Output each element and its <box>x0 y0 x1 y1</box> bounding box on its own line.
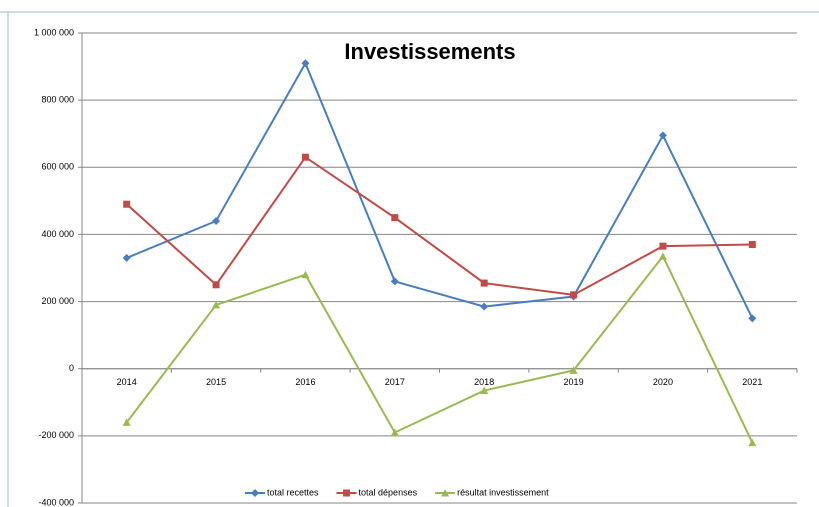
marker <box>658 252 667 260</box>
legend-label: total recettes <box>267 487 319 497</box>
marker <box>570 291 578 299</box>
y-tick-label: 200 000 <box>41 296 74 306</box>
marker <box>122 418 131 426</box>
marker <box>569 366 578 374</box>
marker <box>748 241 756 248</box>
marker <box>212 300 221 309</box>
series-line <box>125 254 754 444</box>
y-tick-label: 400 000 <box>41 229 74 239</box>
marker <box>658 131 667 140</box>
chart-title: Investissements <box>344 39 515 64</box>
x-tick-label: 2019 <box>564 377 584 387</box>
x-tick-label: 2018 <box>474 377 494 387</box>
marker <box>122 253 131 262</box>
y-tick-label: 800 000 <box>41 95 74 105</box>
marker <box>441 489 450 497</box>
x-tick-label: 2014 <box>117 377 137 387</box>
marker <box>301 270 310 279</box>
marker <box>480 302 489 311</box>
marker <box>123 200 131 208</box>
x-tick-label: 2021 <box>742 377 762 387</box>
marker <box>390 277 399 286</box>
x-tick-label: 2016 <box>295 377 315 387</box>
y-tick-label: 1 000 000 <box>34 27 74 37</box>
y-tick-label: -200 000 <box>38 430 74 440</box>
marker <box>343 489 351 497</box>
x-tick-label: 2017 <box>385 377 405 387</box>
x-tick-label: 2020 <box>653 377 673 387</box>
series-line <box>126 155 753 296</box>
y-tick-label: 600 000 <box>41 162 74 172</box>
marker <box>748 314 757 323</box>
marker <box>659 242 667 250</box>
marker <box>301 153 309 161</box>
marker <box>390 428 399 436</box>
marker <box>480 279 488 287</box>
legend-label: total dépenses <box>359 487 418 497</box>
marker <box>212 217 221 225</box>
marker <box>251 489 259 497</box>
marker <box>212 281 220 289</box>
y-tick-label: 0 <box>69 363 74 373</box>
marker <box>480 386 489 395</box>
marker <box>301 59 310 68</box>
legend-label: résultat investissement <box>457 487 549 497</box>
marker <box>391 214 399 222</box>
marker <box>748 438 757 447</box>
x-tick-label: 2015 <box>206 377 226 387</box>
y-tick-label: -400 000 <box>38 497 74 507</box>
series-line <box>126 60 754 319</box>
